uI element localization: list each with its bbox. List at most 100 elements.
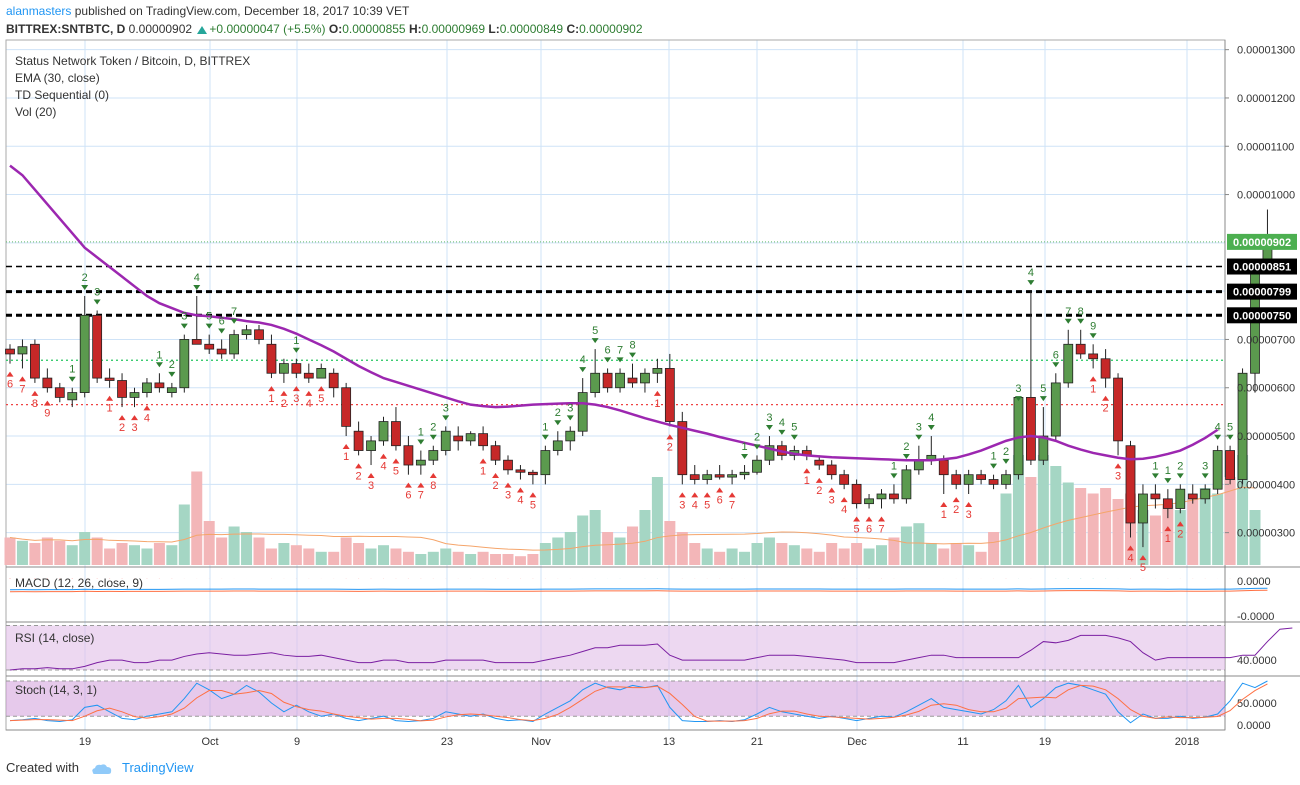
td-bear-arrow (1102, 395, 1110, 401)
candle-body (1150, 493, 1161, 500)
td-bull-count: 1 (418, 427, 424, 439)
td-bear-count: 1 (654, 398, 660, 410)
candle-body (1138, 493, 1148, 524)
vol-legend: Vol (20) (15, 105, 56, 119)
td-bull-arrow (541, 434, 549, 440)
y-tick-label: 0.00000400 (1237, 479, 1295, 491)
candle-body (851, 483, 862, 505)
td-bear-arrow (803, 468, 811, 474)
candle-body (316, 368, 327, 379)
low-label: L: (488, 22, 500, 36)
td-bear-arrow (1176, 521, 1184, 527)
volume-bar (714, 551, 726, 565)
td-bear-arrow (492, 473, 500, 479)
td-bull-arrow (604, 357, 612, 363)
candle-body (440, 430, 451, 451)
td-bull-count: 2 (82, 272, 88, 284)
td-bear-arrow (367, 473, 375, 479)
volume-bar (1075, 488, 1087, 565)
time-axis[interactable]: 19 Oct 9 23 Nov 13 21 Dec 11 19 2018 (79, 736, 1199, 748)
volume-bar (776, 543, 788, 565)
td-bull-count: 7 (231, 306, 237, 318)
ema-legend: EMA (30, close) (15, 71, 100, 85)
candle-body (241, 329, 252, 336)
candle-body (5, 348, 15, 355)
macd-legend: MACD (12, 26, close, 9) (15, 576, 143, 590)
td-bull-arrow (1077, 318, 1085, 324)
candle-body (515, 469, 526, 473)
volume-bar (527, 554, 539, 565)
candle-body (615, 372, 625, 389)
td-bear-arrow (342, 444, 350, 450)
td-bull-count: 3 (443, 402, 449, 414)
volume-bar (79, 532, 91, 565)
ema-line (9, 164, 1219, 462)
td-bear-count: 4 (692, 499, 698, 511)
td-bear-count: 7 (878, 523, 884, 535)
candle-body (278, 363, 289, 374)
candle-body (1162, 498, 1173, 509)
td-bear-arrow (1164, 526, 1172, 532)
candle-body (79, 314, 90, 393)
td-bear-arrow (479, 458, 487, 464)
volume-bar (589, 510, 601, 565)
candle-body (503, 459, 513, 471)
volume-bar (253, 537, 265, 565)
candle-body (1237, 372, 1248, 480)
td-bear-arrow (106, 395, 114, 401)
volume-bar (726, 548, 738, 565)
volume-ma-line (9, 486, 1256, 551)
td-bull-count: 1 (293, 335, 299, 347)
volume-bar (838, 548, 850, 565)
candle-body (341, 387, 352, 427)
volume-bar (614, 537, 626, 565)
td-bull-count: 5 (592, 325, 598, 337)
candle-body (1001, 474, 1011, 485)
candle-body (913, 459, 924, 471)
td-bear-arrow (18, 376, 26, 382)
footer: Created with TradingView (6, 760, 194, 775)
td-bear-count: 2 (816, 485, 822, 497)
low-value: 0.00000849 (499, 22, 564, 36)
td-bull-count: 2 (430, 422, 436, 434)
tradingview-link[interactable]: TradingView (122, 760, 194, 775)
candle-body (378, 421, 389, 442)
volume-bar (1224, 477, 1236, 565)
td-bear-count: 8 (32, 398, 38, 410)
author-link[interactable]: alanmasters (6, 4, 72, 18)
td-bull-count: 1 (69, 364, 75, 376)
signal-line (9, 589, 1268, 593)
volume-bar (1112, 499, 1124, 565)
td-bear-arrow (952, 497, 960, 503)
close-label: C: (566, 22, 580, 36)
volume-bar (913, 523, 925, 565)
td-bull-arrow (1014, 396, 1022, 402)
td-bull-count: 4 (1215, 422, 1221, 434)
candle-body (1200, 488, 1211, 500)
td-bull-arrow (93, 299, 101, 305)
volume-bar (988, 532, 1000, 565)
volume-bar (490, 554, 502, 565)
volume-bar (514, 556, 526, 565)
volume-bar (91, 537, 103, 565)
volume-bar (166, 545, 178, 565)
macd-tick-label: -0.0000 (1237, 611, 1274, 623)
volume-bar (440, 548, 452, 565)
td-bull-count: 1 (891, 460, 897, 472)
td-bull-count: 4 (580, 354, 586, 366)
td-bear-arrow (1089, 376, 1097, 382)
td-bull-count: 2 (903, 441, 909, 453)
price-axis[interactable]: 0.00001300 0.00001200 0.00001100 0.00001000… (1225, 45, 1297, 732)
td-bear-count: 4 (841, 504, 847, 516)
price-label-text: 0.00000799 (1233, 287, 1291, 299)
candle-body (839, 474, 850, 485)
volume-bar (664, 521, 676, 565)
y-tick-label: 0.00001300 (1237, 45, 1295, 57)
price-change: +0.00000047 (+5.5%) (209, 22, 326, 36)
td-bear-arrow (404, 482, 412, 488)
td-bull-arrow (205, 323, 213, 329)
up-arrow-icon (197, 25, 208, 34)
candle-body (702, 474, 713, 480)
